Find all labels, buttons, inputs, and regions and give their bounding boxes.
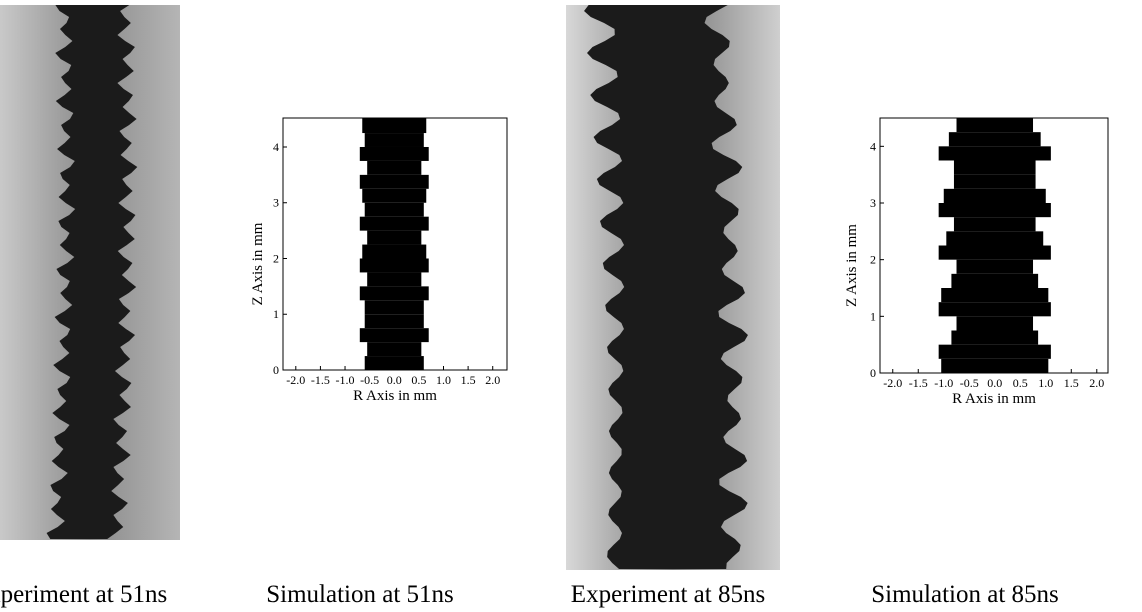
column-slice xyxy=(367,342,422,357)
plasma-column xyxy=(46,5,138,539)
x-tick-label: 2.0 xyxy=(1089,376,1104,390)
column-slice xyxy=(941,288,1049,303)
column-slice xyxy=(951,273,1039,288)
column-slice xyxy=(362,118,427,134)
caption: Simulation at 51ns xyxy=(266,581,454,608)
caption: Simulation at 85ns xyxy=(871,581,1059,608)
y-tick-label: 1 xyxy=(870,309,876,323)
column-slice xyxy=(362,244,427,259)
column-slice xyxy=(956,259,1034,274)
y-tick-label: 4 xyxy=(273,140,279,154)
caption: Experiment at 51ns xyxy=(0,581,167,608)
column-slice xyxy=(956,118,1034,133)
y-tick-label: 3 xyxy=(870,196,876,210)
plot-frame xyxy=(879,117,1109,374)
x-tick-label: 1.0 xyxy=(436,373,451,387)
y-axis-label: Z Axis in mm xyxy=(250,222,266,305)
column-slice xyxy=(364,356,424,370)
x-tick-label: -1.0 xyxy=(336,373,355,387)
plasma-column xyxy=(584,5,748,569)
x-tick-label: -1.5 xyxy=(909,376,928,390)
column-slice xyxy=(359,286,429,301)
y-axis-label: Z Axis in mm xyxy=(844,224,860,307)
x-tick-label: 0.0 xyxy=(987,376,1002,390)
x-tick-label: -1.0 xyxy=(934,376,953,390)
column-slice xyxy=(953,174,1036,189)
column-slice xyxy=(946,231,1044,246)
y-tick-label: 4 xyxy=(870,139,876,153)
y-tick-label: 0 xyxy=(273,363,279,377)
x-tick-label: -2.0 xyxy=(286,373,305,387)
x-axis-label: R Axis in mm xyxy=(952,391,1036,407)
column-slice xyxy=(359,174,429,189)
x-tick-label: 0.5 xyxy=(411,373,426,387)
y-tick-label: 2 xyxy=(870,253,876,267)
column-slice xyxy=(938,302,1051,317)
column-slice xyxy=(359,146,429,161)
x-tick-label: -2.0 xyxy=(883,376,902,390)
y-tick-label: 2 xyxy=(273,251,279,265)
column-slice xyxy=(362,188,427,203)
y-tick-label: 0 xyxy=(870,366,876,380)
column-slice xyxy=(938,245,1051,260)
caption: Experiment at 85ns xyxy=(571,581,765,608)
x-tick-label: 1.5 xyxy=(461,373,476,387)
column-slice xyxy=(359,258,429,273)
column-slice xyxy=(953,217,1036,232)
column-slice xyxy=(364,300,424,315)
column-slice xyxy=(359,328,429,343)
column-slice xyxy=(941,358,1049,373)
x-tick-label: 0.0 xyxy=(387,373,402,387)
column-slice xyxy=(951,330,1039,345)
column-slice xyxy=(367,272,422,287)
column-slice xyxy=(938,146,1051,161)
column-slice xyxy=(364,202,424,217)
column-slice xyxy=(956,316,1034,331)
x-tick-label: 1.0 xyxy=(1038,376,1053,390)
x-tick-label: 2.0 xyxy=(485,373,500,387)
y-tick-label: 3 xyxy=(273,196,279,210)
column-slice xyxy=(367,160,422,175)
x-tick-label: -0.5 xyxy=(960,376,979,390)
plot-frame xyxy=(282,117,508,371)
x-axis-label: R Axis in mm xyxy=(353,388,437,404)
y-tick-label: 1 xyxy=(273,307,279,321)
x-tick-label: 0.5 xyxy=(1013,376,1028,390)
x-tick-label: 1.5 xyxy=(1064,376,1079,390)
column-slice xyxy=(364,314,424,329)
column-slice xyxy=(938,203,1051,218)
column-slice xyxy=(943,188,1046,203)
x-tick-label: -0.5 xyxy=(360,373,379,387)
column-slice xyxy=(948,132,1041,147)
column-slice xyxy=(938,344,1051,359)
column-slice xyxy=(359,216,429,231)
column-slice xyxy=(364,133,424,147)
x-tick-label: -1.5 xyxy=(311,373,330,387)
column-slice xyxy=(953,160,1036,175)
column-slice xyxy=(367,230,422,245)
